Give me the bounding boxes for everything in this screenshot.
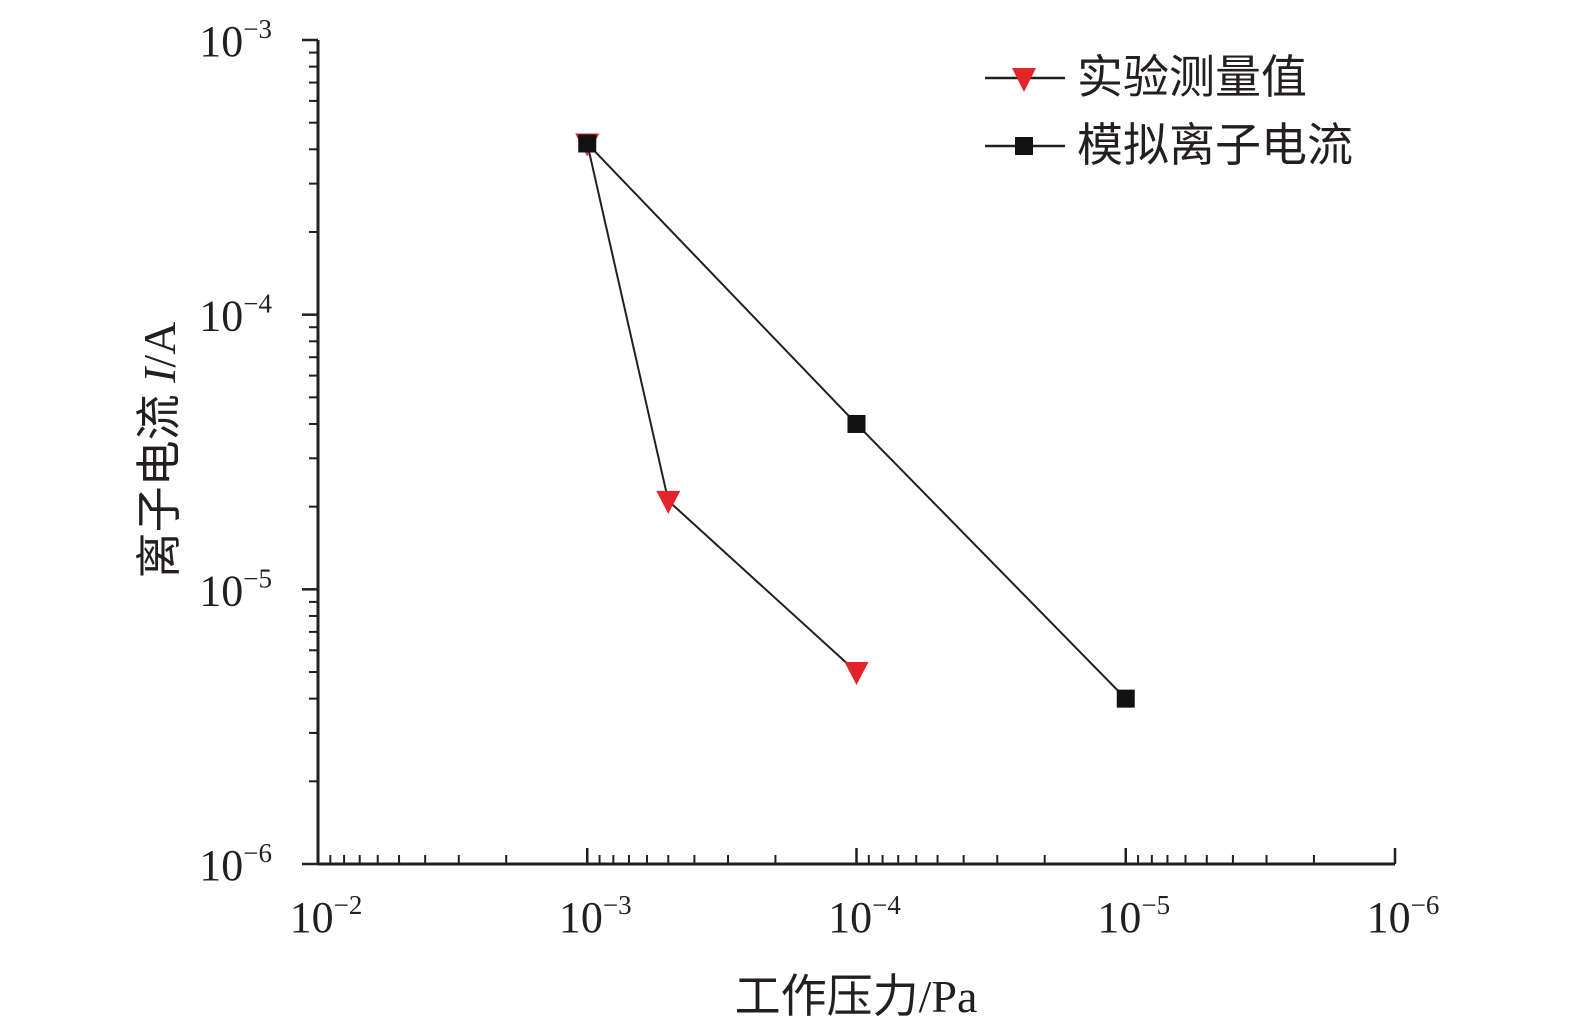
y-tick-label: 10−5 <box>199 563 272 615</box>
y-axis-title-unit: /A <box>134 322 185 368</box>
series-1-segment <box>586 142 858 425</box>
data-point-triangle <box>844 662 869 686</box>
y-tick-label: 10−3 <box>199 14 272 66</box>
series-lines <box>586 142 1127 700</box>
series-0-segment <box>667 500 858 673</box>
legend-entry-simulated: 模拟离子电流 <box>985 120 1353 171</box>
x-axis-title: 工作压力/Pa <box>735 971 978 1022</box>
data-point-square <box>847 414 866 433</box>
x-tick-label: 10−5 <box>1097 890 1170 942</box>
series-0-segment <box>586 143 670 502</box>
x-tick-label: 10−2 <box>290 890 363 942</box>
svg-text:离子电流 I/A: 离子电流 I/A <box>134 322 185 579</box>
y-tick-label: 10−6 <box>199 838 272 890</box>
y-axis-title-variable: I <box>134 365 185 384</box>
y-axis-title-prefix: 离子电流 <box>134 383 185 579</box>
axes <box>302 38 1397 866</box>
series-1-segment <box>855 423 1127 700</box>
legend-marker-triangle <box>1012 68 1036 92</box>
x-tick-label: 10−4 <box>828 890 901 942</box>
legend-label-measured: 实验测量值 <box>1077 52 1307 103</box>
legend: 实验测量值 模拟离子电流 <box>985 52 1353 171</box>
data-point-square <box>1116 689 1135 708</box>
y-tick-label: 10−4 <box>199 289 272 341</box>
x-tick-label: 10−3 <box>559 890 632 942</box>
legend-label-simulated: 模拟离子电流 <box>1077 120 1353 171</box>
data-point-triangle <box>656 490 681 514</box>
series-markers <box>575 133 1135 708</box>
x-tick-label: 10−6 <box>1367 890 1440 942</box>
data-point-square <box>578 134 597 153</box>
tick-labels: 10−2 10−3 10−4 10−5 10−6 10−6 10−5 10−4 10−3 <box>199 14 1439 942</box>
legend-marker-square <box>1015 137 1033 155</box>
legend-entry-measured: 实验测量值 <box>985 52 1307 103</box>
y-axis-title: 离子电流 I/A <box>134 322 185 579</box>
